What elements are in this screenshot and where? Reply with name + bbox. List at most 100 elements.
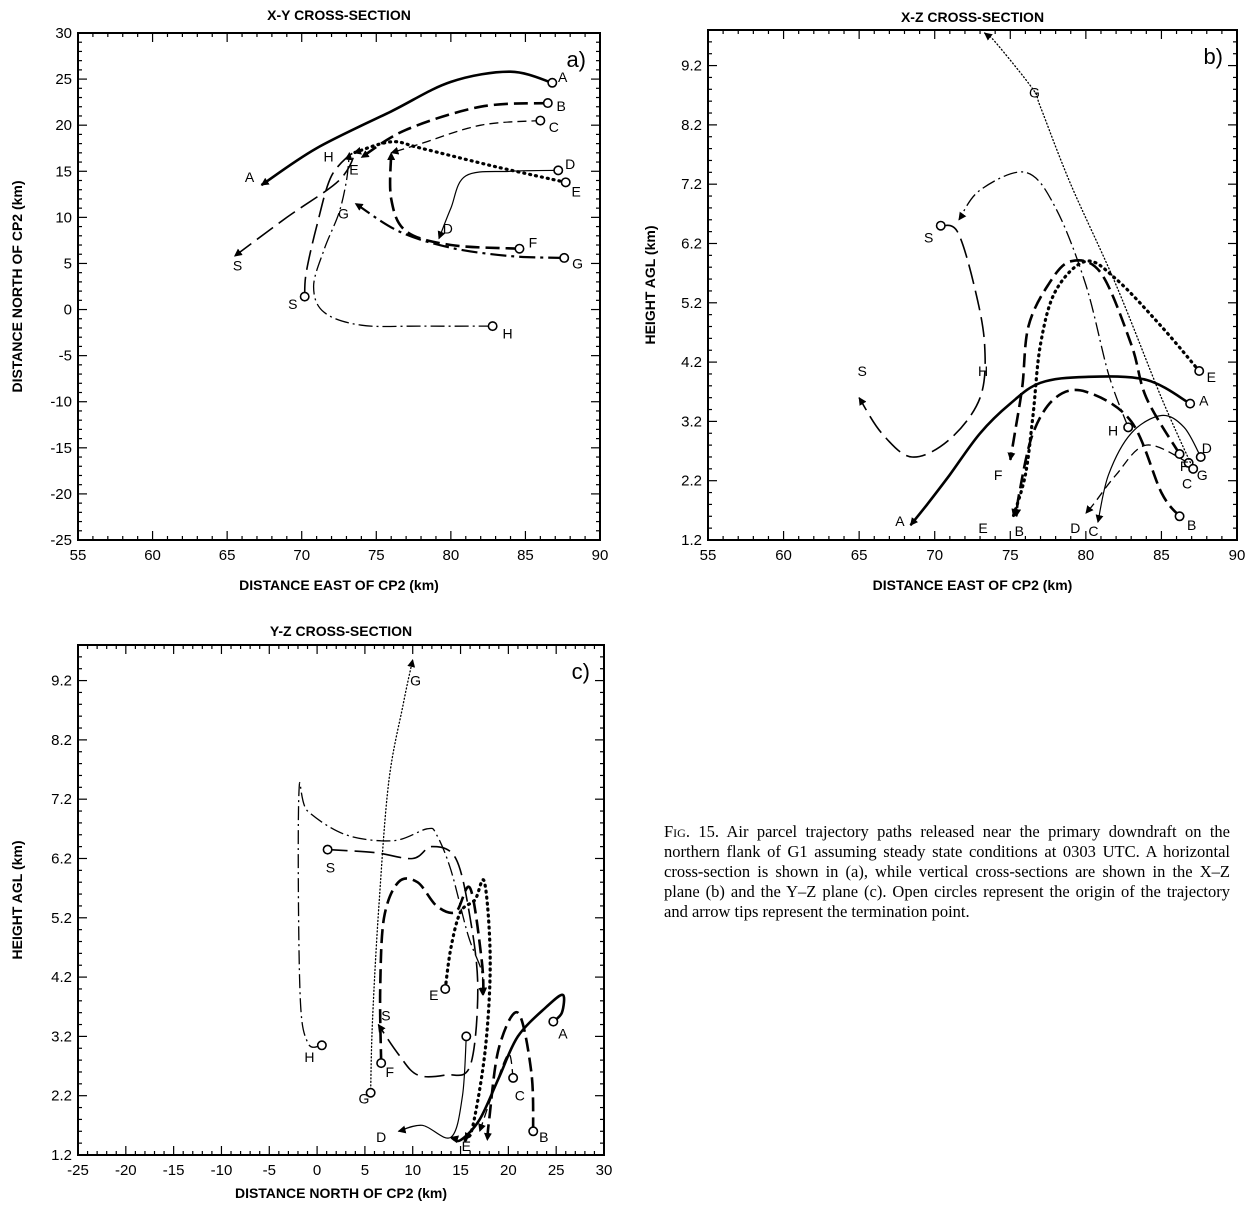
trajectory-d: [437, 169, 559, 240]
trajectory-e: [352, 140, 568, 184]
x-tick-label: -10: [211, 1162, 233, 1179]
y-tick-label: 5: [64, 255, 72, 272]
x-tick-label: 75: [368, 547, 385, 564]
chart-title: X-Z CROSS-SECTION: [901, 9, 1044, 25]
trajectory-c: [1085, 444, 1189, 514]
trajectory-start-label: A: [558, 69, 568, 85]
y-tick-label: 9.2: [681, 58, 702, 75]
trajectory-start-label: S: [288, 296, 297, 312]
panel-label: b): [1203, 44, 1223, 69]
trajectory-origin-s: [322, 844, 333, 855]
trajectory-f: [378, 877, 488, 1064]
y-tick-label: 8.2: [51, 732, 72, 749]
trajectory-h: [297, 782, 487, 1048]
trajectory-origin-h: [487, 321, 498, 332]
y-tick-label: 9.2: [51, 673, 72, 690]
trajectory-end-label: E: [349, 161, 358, 177]
trajectory-end-label: C: [1088, 523, 1098, 539]
trajectory-start-label: B: [539, 1129, 548, 1145]
trajectory-start-label: H: [304, 1049, 314, 1065]
trajectory-end-label: A: [895, 513, 905, 529]
x-tick-label: 15: [452, 1162, 469, 1179]
chart-title: Y-Z CROSS-SECTION: [270, 623, 412, 639]
trajectory-end-label: S: [857, 363, 866, 379]
trajectory-origin-f: [514, 243, 525, 254]
panel-label: a): [566, 47, 586, 72]
trajectory-origin-a: [547, 77, 558, 88]
trajectory-end-label: E: [462, 1138, 471, 1154]
trajectory-start-label: C: [1182, 476, 1192, 492]
x-tick-label: 30: [596, 1162, 613, 1179]
y-tick-label: 1.2: [51, 1147, 72, 1164]
figure-caption: Fig. 15. Air parcel trajectory paths rel…: [664, 822, 1230, 922]
y-tick-label: 7.2: [681, 176, 702, 193]
trajectory-end-label: S: [233, 257, 242, 273]
trajectory-start-label: S: [326, 859, 335, 875]
trajectory-start-label: D: [376, 1129, 386, 1145]
trajectory-origin-b: [542, 98, 553, 109]
trajectory-a: [450, 993, 566, 1144]
trajectory-start-label: F: [385, 1064, 394, 1080]
y-tick-label: 25: [55, 71, 72, 88]
trajectory-start-label: F: [529, 234, 538, 250]
trajectory-f: [387, 152, 520, 250]
trajectory-e: [443, 878, 492, 1142]
y-tick-label: 3.2: [51, 1028, 72, 1045]
y-tick-label: 5.2: [681, 295, 702, 312]
trajectory-s: [233, 151, 355, 297]
y-tick-label: 5.2: [51, 910, 72, 927]
trajectory-h: [958, 171, 1129, 428]
trajectory-origin-c: [535, 115, 546, 126]
trajectory-start-label: G: [359, 1091, 370, 1107]
trajectory-end-label: D: [1070, 520, 1080, 536]
trajectory-c: [478, 1053, 514, 1133]
x-tick-label: 75: [1002, 547, 1019, 564]
trajectory-start-label: B: [1187, 517, 1196, 533]
trajectory-end-label: G: [1029, 84, 1040, 100]
x-tick-label: 80: [443, 547, 460, 564]
y-tick-label: 0: [64, 302, 72, 319]
trajectory-d: [397, 1036, 467, 1139]
x-tick-label: -5: [263, 1162, 276, 1179]
x-tick-label: 0: [313, 1162, 321, 1179]
x-tick-label: -15: [163, 1162, 185, 1179]
trajectory-start-label: E: [429, 987, 438, 1003]
y-axis-label: HEIGHT AGL (km): [642, 225, 658, 344]
y-tick-label: 6.2: [681, 235, 702, 252]
trajectory-origin-d: [1195, 451, 1206, 462]
trajectory-origin-f: [376, 1058, 387, 1069]
trajectory-start-label: A: [1199, 393, 1209, 409]
x-tick-label: 25: [548, 1162, 565, 1179]
x-tick-label: 80: [1078, 547, 1095, 564]
trajectory-start-label: F: [1180, 458, 1189, 474]
x-tick-label: 20: [500, 1162, 517, 1179]
y-tick-label: 3.2: [681, 413, 702, 430]
y-tick-label: 7.2: [51, 791, 72, 808]
trajectory-end-label: H: [978, 363, 988, 379]
panel-b-xz-cross-section: X-Z CROSS-SECTION b) DISTANCE EAST OF CP2 …: [642, 9, 1245, 593]
trajectory-start-label: G: [1197, 467, 1208, 483]
x-tick-label: 60: [144, 547, 161, 564]
trajectory-origin-s: [935, 220, 946, 231]
trajectory-origin-c: [508, 1072, 519, 1083]
trajectory-origin-e: [440, 983, 451, 994]
x-tick-label: 55: [700, 547, 717, 564]
trajectory-origin-d: [553, 165, 564, 176]
trajectory-start-label: E: [571, 184, 580, 200]
trajectory-origin-e: [560, 177, 571, 188]
y-tick-label: -25: [50, 532, 72, 549]
trajectory-origin-h: [1123, 422, 1134, 433]
trajectory-end-label: B: [1015, 523, 1024, 539]
trajectory-origin-s: [299, 291, 310, 302]
x-tick-label: 5: [361, 1162, 369, 1179]
x-tick-label: -20: [115, 1162, 137, 1179]
x-tick-label: 60: [775, 547, 792, 564]
trajectory-origin-f: [1174, 449, 1185, 460]
trajectory-end-label: G: [338, 206, 349, 222]
panel-c-yz-cross-section: Y-Z CROSS-SECTION c) DISTANCE NORTH OF CP2…: [9, 623, 612, 1201]
trajectory-start-label: H: [502, 326, 512, 342]
x-tick-label: 90: [1229, 547, 1246, 564]
trajectory-g: [354, 202, 565, 259]
panel-label: c): [572, 659, 590, 684]
y-tick-label: 20: [55, 117, 72, 134]
